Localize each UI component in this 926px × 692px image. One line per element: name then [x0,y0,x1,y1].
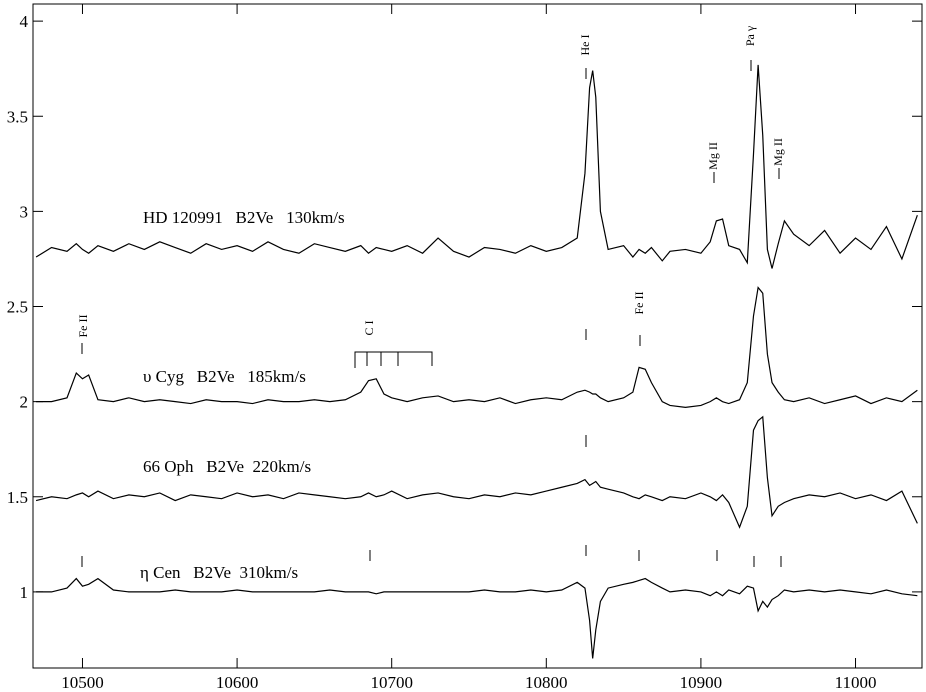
spectrum-line [36,286,918,408]
spectrum-label: 66 Oph B2Ve 220km/s [143,457,311,476]
spectrum-label: η Cen B2Ve 310km/s [140,563,298,582]
line-markers [81,60,782,567]
y-tick-label: 4 [20,12,29,31]
y-tick-label: 2 [20,393,29,412]
y-tick-label: 2.5 [7,298,28,317]
y-tick-label: 3.5 [7,107,28,126]
line-ids: He I Pa γ Mg II Mg II Fe II C I Fe II [76,25,785,337]
spectrum-line [36,577,918,659]
x-tick-label: 11000 [835,673,877,692]
line-id: Mg II [771,138,785,166]
x-tick-label: 10900 [680,673,723,692]
line-id: C I [362,320,376,335]
line-id: Pa γ [743,25,757,46]
spectrum-label: υ Cyg B2Ve 185km/s [143,367,306,386]
x-tick-label: 10800 [525,673,568,692]
ci-bracket [354,351,433,368]
y-tick-label: 1.5 [7,488,28,507]
line-id: He I [578,35,592,56]
line-id: Fe II [632,292,646,315]
spectrum-label: HD 120991 B2Ve 130km/s [143,208,345,227]
y-tick-label: 3 [20,202,29,221]
x-tick-label: 10600 [216,673,259,692]
spectrum-line [35,415,918,529]
spectrum-line [35,64,918,269]
y-tick-label: 1 [20,583,29,602]
line-id: Mg II [706,142,720,170]
x-tick-label: 10500 [61,673,104,692]
x-tick-label: 10700 [370,673,413,692]
plot-frame [32,3,923,669]
line-id: Fe II [76,315,90,338]
